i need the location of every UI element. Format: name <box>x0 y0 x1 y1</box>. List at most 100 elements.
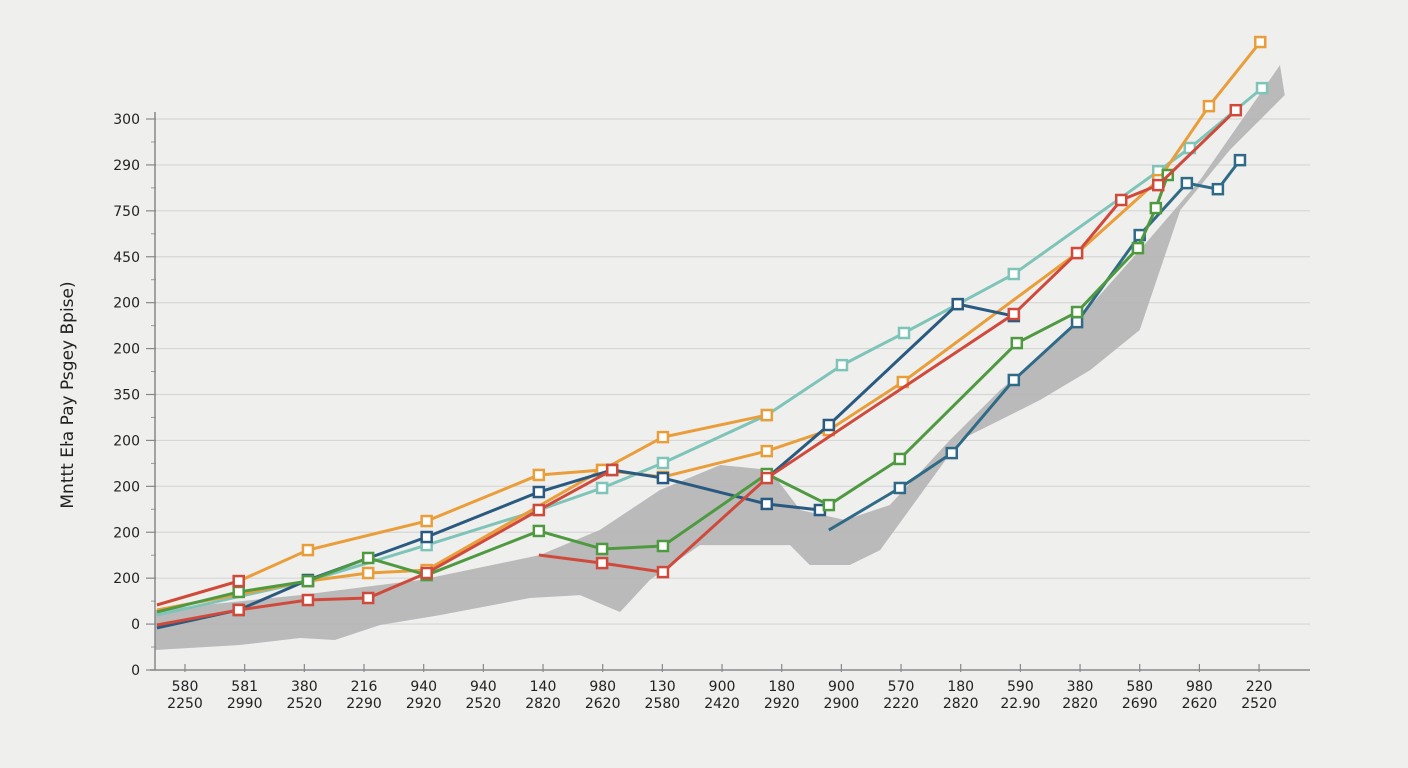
series-5 <box>828 153 1247 532</box>
data-point-marker <box>1070 305 1084 319</box>
series-8 <box>538 103 1243 579</box>
x-tick-label: 2820 <box>1062 696 1098 712</box>
y-tick-label: 200 <box>113 342 140 358</box>
data-point-marker <box>945 446 959 460</box>
data-point-marker <box>656 539 670 553</box>
y-tick-label: 350 <box>113 388 140 404</box>
y-tick-label: 0 <box>131 617 140 633</box>
x-tick-label: 2580 <box>645 696 681 712</box>
data-point-marker <box>1180 176 1194 190</box>
series-line <box>156 86 1264 617</box>
x-tick-label: 900 <box>709 679 736 695</box>
data-point-marker <box>532 524 546 538</box>
x-tick-label: 590 <box>1007 679 1034 695</box>
data-point-marker <box>532 468 546 482</box>
data-point-marker <box>1010 336 1024 350</box>
data-point-marker <box>595 542 609 556</box>
x-tick-label: 180 <box>768 679 795 695</box>
x-tick-label: 380 <box>291 679 318 695</box>
y-tick-label: 450 <box>113 250 140 266</box>
x-tick-label: 2900 <box>824 696 860 712</box>
data-point-marker <box>361 551 375 565</box>
x-tick-label: 2220 <box>883 696 919 712</box>
data-point-marker <box>595 481 609 495</box>
data-point-marker <box>232 603 245 617</box>
data-point-marker <box>893 452 907 466</box>
x-tick-label: 980 <box>589 679 616 695</box>
x-tick-label: 2690 <box>1122 696 1158 712</box>
data-point-marker <box>1255 81 1269 95</box>
x-tick-label: 216 <box>351 679 378 695</box>
y-tick-label: 200 <box>113 525 140 541</box>
data-point-marker <box>232 574 245 588</box>
data-point-marker <box>301 574 315 588</box>
data-point-marker <box>532 503 546 517</box>
series-line <box>156 579 240 607</box>
x-tick-label: 140 <box>530 679 557 695</box>
data-point-marker <box>420 566 433 580</box>
range-band-area <box>155 65 1285 650</box>
data-point-marker <box>760 408 774 422</box>
x-tick-label: 2420 <box>704 696 740 712</box>
x-tick-label: 2920 <box>406 696 442 712</box>
data-point-marker <box>1229 103 1243 117</box>
y-tick-label: 200 <box>113 571 140 587</box>
data-point-marker <box>822 498 836 512</box>
series-group <box>156 35 1269 630</box>
axes <box>146 112 1310 672</box>
x-tick-label: 380 <box>1067 679 1094 695</box>
x-tick-label: 2820 <box>525 696 561 712</box>
data-point-marker <box>301 543 315 557</box>
x-tick-label: 570 <box>888 679 915 695</box>
x-tick-label: 180 <box>947 679 974 695</box>
data-point-marker <box>1202 99 1216 113</box>
x-tick-label: 900 <box>828 679 855 695</box>
data-point-marker <box>897 326 911 340</box>
data-point-marker <box>595 556 609 570</box>
y-tick-label: 200 <box>113 433 140 449</box>
data-point-marker <box>605 463 619 477</box>
data-point-marker <box>1007 373 1021 387</box>
x-tick-label: 2820 <box>943 696 979 712</box>
x-tick-label: 2920 <box>764 696 800 712</box>
data-point-marker <box>656 456 670 470</box>
x-tick-label: 2520 <box>466 696 502 712</box>
data-point-marker <box>1151 178 1165 192</box>
data-point-marker <box>951 297 964 311</box>
x-tick-label: 2520 <box>1241 696 1277 712</box>
series-9 <box>156 574 245 607</box>
x-tick-label: 940 <box>410 679 437 695</box>
y-tick-label: 290 <box>113 158 140 174</box>
data-point-marker <box>420 530 433 544</box>
data-point-marker <box>1007 307 1021 321</box>
y-tick-label: 200 <box>113 479 140 495</box>
y-tick-labels: 0 0 200 200 200 200 350 200 200 450 750 290 300 <box>113 112 140 679</box>
x-tick-label: 2290 <box>346 696 382 712</box>
data-point-marker <box>760 471 774 485</box>
y-tick-label: 300 <box>113 112 140 128</box>
data-point-marker <box>1254 35 1267 49</box>
data-point-marker <box>420 514 433 528</box>
data-point-marker <box>1070 246 1084 260</box>
data-point-marker <box>656 565 670 579</box>
range-band <box>155 65 1285 650</box>
data-point-marker <box>1114 193 1128 207</box>
x-tick-label: 220 <box>1246 679 1273 695</box>
data-point-marker <box>1233 153 1247 167</box>
data-point-marker <box>532 485 546 499</box>
x-tick-label: 2620 <box>585 696 621 712</box>
x-tick-label: 940 <box>470 679 497 695</box>
data-point-marker <box>361 591 375 605</box>
y-tick-label: 0 <box>131 663 140 679</box>
x-tick-label: 580 <box>1126 679 1153 695</box>
data-point-marker <box>232 585 245 599</box>
data-point-marker <box>1211 182 1225 196</box>
x-tick-labels: 5802250581299038025202162290940292094025… <box>167 679 1277 712</box>
x-tick-label: 580 <box>172 679 199 695</box>
data-point-marker <box>301 593 315 607</box>
series-line <box>156 174 1170 614</box>
x-tick-label: 2520 <box>287 696 323 712</box>
x-tick-label: 22.90 <box>1000 696 1040 712</box>
y-tick-label: 200 <box>113 296 140 312</box>
